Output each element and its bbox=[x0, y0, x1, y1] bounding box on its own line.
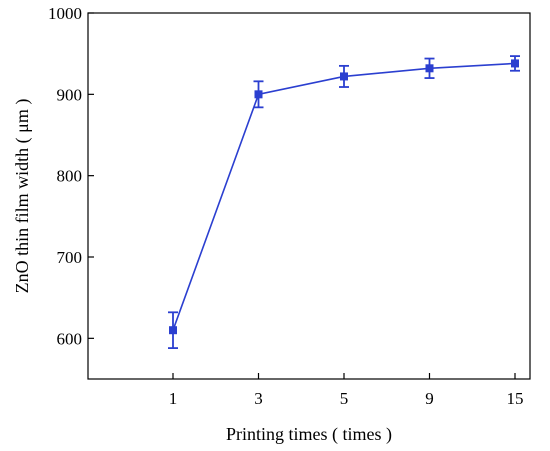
x-tick-label: 1 bbox=[169, 389, 178, 408]
y-tick-label: 600 bbox=[57, 329, 83, 348]
series-line bbox=[172, 62, 516, 331]
y-axis-title: ZnO thin film width ( μm ) bbox=[12, 99, 33, 294]
x-tick-label: 5 bbox=[340, 389, 349, 408]
data-point bbox=[425, 64, 434, 73]
y-tick-label: 900 bbox=[57, 85, 83, 104]
plot-frame bbox=[87, 12, 531, 380]
y-tick-label: 700 bbox=[57, 248, 83, 267]
x-axis-title: Printing times ( times ) bbox=[226, 424, 392, 445]
x-tick-label: 3 bbox=[254, 389, 263, 408]
series-layer bbox=[168, 55, 520, 349]
data-point bbox=[340, 72, 348, 81]
x-axis: 1 3 5 9 15 bbox=[169, 373, 524, 408]
y-tick-label: 1000 bbox=[48, 4, 82, 23]
x-tick-label: 9 bbox=[425, 389, 434, 408]
data-point bbox=[254, 90, 263, 99]
data-point bbox=[511, 59, 519, 68]
x-tick-label: 15 bbox=[507, 389, 524, 408]
y-tick-label: 800 bbox=[57, 167, 83, 186]
data-point bbox=[169, 326, 177, 335]
y-axis: 600 700 800 900 1000 bbox=[48, 4, 94, 348]
